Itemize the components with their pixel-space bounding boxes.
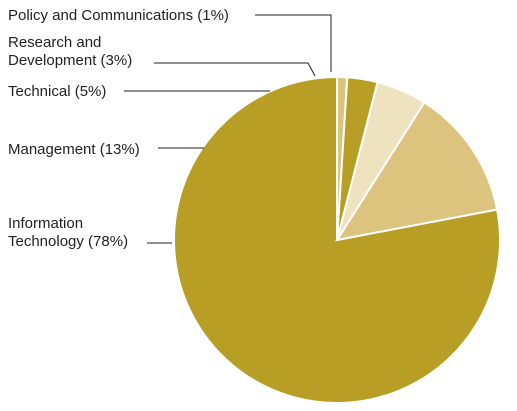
- pie-slice-management: [334, 100, 499, 242]
- leader-line-research-and-development: [154, 62, 316, 77]
- slice-label-technical: Technical (5%): [8, 83, 106, 100]
- slice-label-policy-and-communications: Policy and Communications (1%): [8, 7, 229, 24]
- slice-labels: Information Technology (78%) Management (1…: [8, 7, 332, 250]
- slice-label-research-and-development: Research and Development (3%): [8, 34, 132, 69]
- pie-slice-policy-and-communications: [336, 75, 349, 241]
- leader-line-policy-and-communications: [255, 14, 332, 72]
- pie-slices: [173, 75, 501, 404]
- slice-label-management: Management (13%): [8, 141, 140, 158]
- pie-slice-information-technology: [173, 75, 501, 404]
- slice-label-information-technology: Information Technology (78%): [8, 215, 128, 250]
